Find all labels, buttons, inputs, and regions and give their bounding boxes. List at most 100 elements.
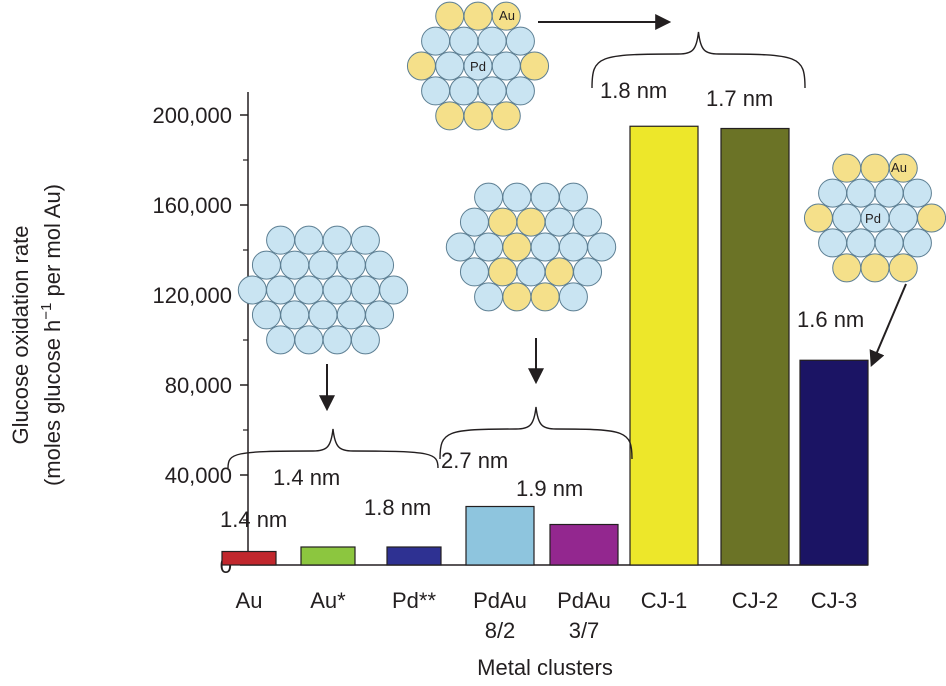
au-atom — [488, 257, 518, 287]
annotations: 1.4 nm 1.4 nm 1.8 nm 2.7 nm 1.9 nm 1.8 nm 1.7 … — [220, 14, 907, 532]
au-atom — [888, 153, 918, 183]
pd-atom — [477, 76, 507, 106]
au-atom — [488, 207, 518, 237]
pd-atom — [474, 232, 504, 262]
brace-cj — [591, 31, 806, 89]
pd-atom — [266, 225, 296, 255]
pd-atom — [459, 257, 489, 287]
pd-atom — [266, 325, 296, 355]
pd-atom — [516, 257, 546, 287]
au-atom — [502, 282, 532, 312]
brace-monometallic — [227, 428, 439, 469]
pd-atom — [365, 250, 395, 280]
category-label: PdAu — [557, 588, 611, 613]
pd-atom — [846, 178, 876, 208]
pd-atom — [280, 300, 310, 330]
y-tick-label: 40,000 — [165, 463, 232, 488]
pd-atom — [558, 182, 588, 212]
pd-atom — [477, 26, 507, 56]
category-label: Pd** — [392, 588, 436, 613]
pd-atom — [474, 282, 504, 312]
pd-atom — [902, 178, 932, 208]
category-label: CJ-3 — [811, 588, 857, 613]
pd-atom — [308, 300, 338, 330]
au-atom — [435, 101, 465, 131]
bar-6 — [720, 127, 790, 566]
pd-atom — [818, 178, 848, 208]
pd-atom — [530, 182, 560, 212]
pd-atom — [421, 26, 451, 56]
y-axis-title-line2: (moles glucose h−1 per mol Au) — [38, 184, 65, 486]
pd-atom — [350, 275, 380, 305]
pd-atom — [558, 232, 588, 262]
au-atom — [516, 207, 546, 237]
au-atom — [406, 51, 436, 81]
au-atom — [832, 153, 862, 183]
au-atom — [544, 257, 574, 287]
pd-atom — [544, 207, 574, 237]
bars — [221, 125, 869, 566]
atom-label-au-top: Au — [499, 8, 515, 23]
pd-atom — [350, 325, 380, 355]
y-tick-label: 120,000 — [152, 283, 232, 308]
arrow-cj3-cluster — [869, 283, 907, 367]
size-label-au: 1.4 nm — [220, 507, 287, 532]
pd-atom — [294, 225, 324, 255]
pd-atom — [474, 182, 504, 212]
pd-atom — [888, 203, 918, 233]
cluster-pure — [237, 225, 409, 355]
pd-atom — [449, 76, 479, 106]
pd-atom — [846, 228, 876, 258]
category-label: Au — [236, 588, 263, 613]
au-atom — [520, 51, 550, 81]
size-label-cj3: 1.6 nm — [797, 307, 864, 332]
pd-atom — [459, 207, 489, 237]
y-tick-label: 80,000 — [165, 373, 232, 398]
pd-atom — [322, 325, 352, 355]
size-label-pd: 1.8 nm — [364, 495, 431, 520]
bar-1 — [300, 546, 356, 566]
pd-atom — [874, 178, 904, 208]
cluster-diagrams: Au Pd Au Pd — [237, 1, 946, 355]
size-label-cj2: 1.7 nm — [706, 86, 773, 111]
au-atom — [888, 253, 918, 283]
cluster-cj-top — [406, 1, 550, 131]
au-atom — [491, 101, 521, 131]
pd-atom — [350, 225, 380, 255]
size-label-au_star: 1.4 nm — [273, 465, 340, 490]
pd-atom — [336, 300, 366, 330]
bar-4 — [549, 523, 619, 566]
category-label-line2: 3/7 — [569, 618, 600, 643]
category-label: PdAu — [473, 588, 527, 613]
pd-atom — [832, 203, 862, 233]
pd-atom — [491, 51, 521, 81]
au-atom — [832, 253, 862, 283]
pd-atom — [874, 228, 904, 258]
pd-atom — [322, 225, 352, 255]
au-atom — [435, 1, 465, 31]
au-atom — [803, 203, 833, 233]
pd-atom — [421, 76, 451, 106]
pd-atom — [294, 325, 324, 355]
au-atom — [463, 1, 493, 31]
pd-atom — [237, 275, 267, 305]
pd-atom — [336, 250, 366, 280]
au-atom — [491, 1, 521, 31]
category-labels: Au Au* Pd** PdAu 8/2 PdAu 3/7 CJ-1 CJ-2 CJ-3 — [236, 588, 858, 643]
au-atom — [917, 203, 946, 233]
pd-atom — [502, 182, 532, 212]
au-atom — [860, 253, 890, 283]
category-label: CJ-2 — [732, 588, 778, 613]
au-atom — [530, 282, 560, 312]
bar-5 — [629, 125, 699, 566]
pd-atom — [573, 257, 603, 287]
y-tick-label: 160,000 — [152, 193, 232, 218]
pd-atom — [558, 282, 588, 312]
pd-atom — [435, 51, 465, 81]
pd-atom — [251, 300, 281, 330]
au-atom — [502, 232, 532, 262]
cluster-cj3 — [803, 153, 946, 283]
cluster-pdau — [445, 182, 617, 312]
